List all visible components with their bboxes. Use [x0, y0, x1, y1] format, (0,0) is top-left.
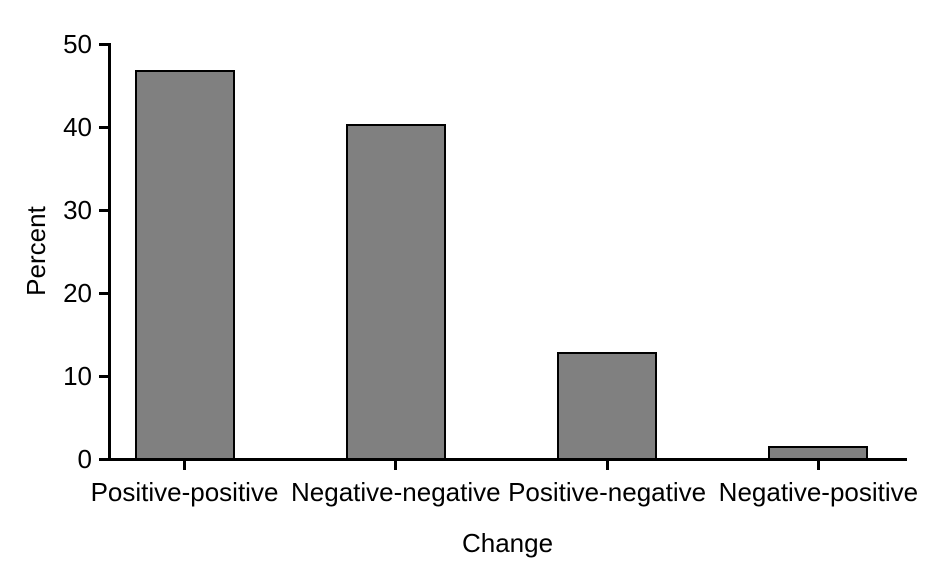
y-axis-tick-label: 10: [63, 361, 92, 391]
x-axis-tick-label: Positive-positive: [90, 477, 279, 507]
bar-1: [134, 69, 235, 461]
y-axis-tick: [99, 208, 108, 212]
x-axis-tick: [183, 460, 186, 470]
bar-3: [557, 351, 658, 461]
y-axis-tick-label: 50: [63, 29, 92, 59]
x-axis-line: [99, 457, 907, 461]
y-axis-tick-label: 40: [63, 112, 92, 142]
y-axis-tick: [99, 125, 108, 129]
x-axis-title: Change: [461, 528, 554, 558]
y-axis-tick-label: 0: [77, 444, 92, 474]
bar-2: [345, 123, 446, 461]
x-axis-tick: [605, 460, 609, 470]
x-axis-tick-label: Negative-positive: [718, 477, 919, 507]
y-axis-tick-label: 30: [63, 195, 92, 225]
y-axis-tick: [99, 42, 108, 46]
y-axis-tick: [99, 374, 108, 378]
x-axis-tick: [816, 460, 820, 470]
y-axis-tick: [99, 291, 108, 295]
x-axis-tick-label: Negative-negative: [291, 477, 501, 507]
y-axis-tick-label: 20: [63, 278, 92, 308]
y-axis-line: [108, 42, 111, 461]
x-axis-tick-label: Positive-negative: [508, 477, 707, 507]
x-axis-tick: [394, 460, 398, 470]
